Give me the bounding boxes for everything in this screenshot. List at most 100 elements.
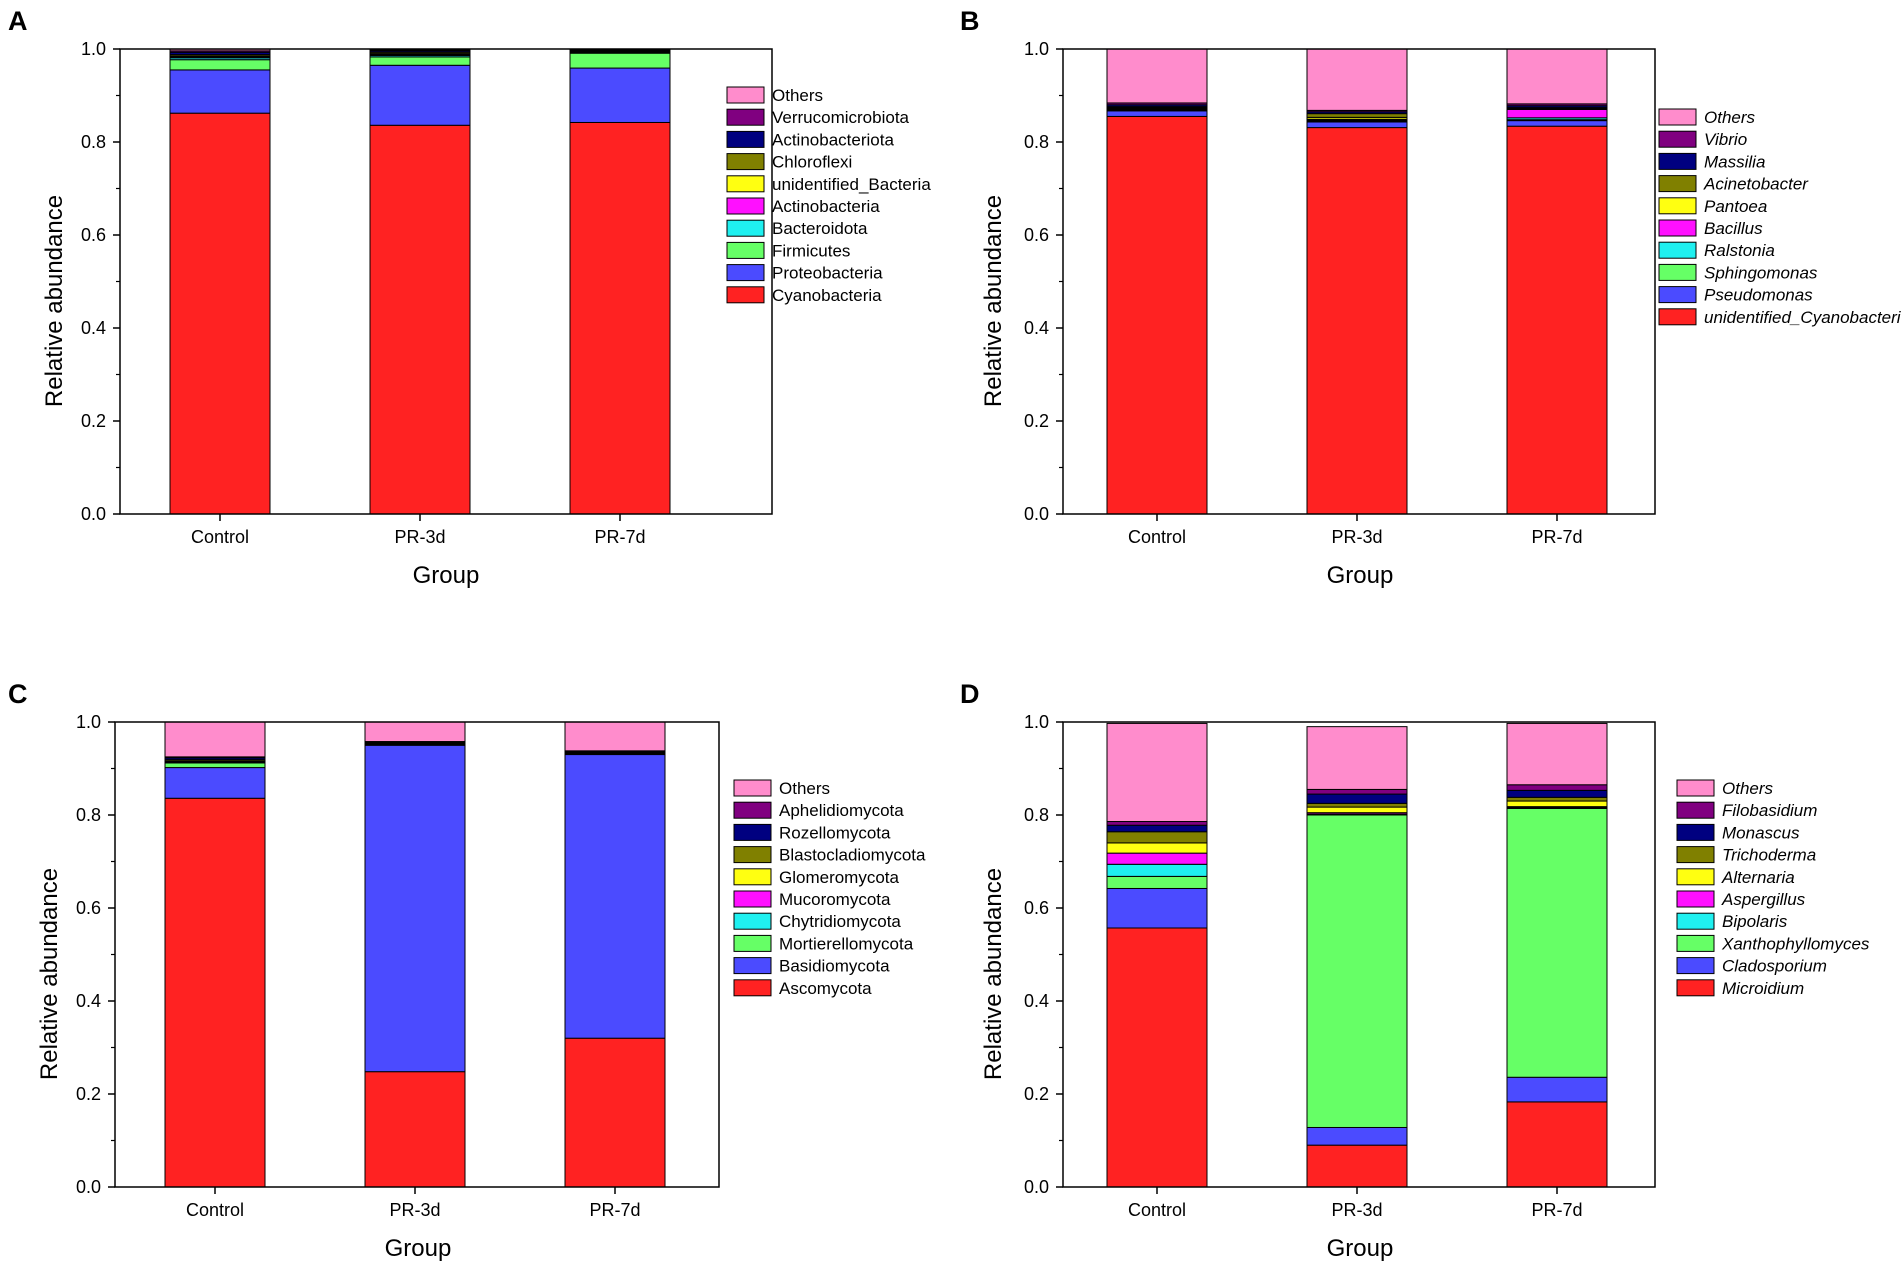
y-tick-label: 0.4: [81, 318, 106, 338]
legend-label: Others: [772, 86, 823, 105]
bar-segment-ascomycota: [365, 1072, 465, 1187]
legend-label: Others: [1704, 108, 1756, 127]
legend-swatch: [1659, 242, 1696, 258]
y-tick-label: 0.8: [1024, 132, 1049, 152]
legend: OthersFilobasidiumMonascusTrichodermaAlt…: [1677, 779, 1870, 998]
legend-label: Blastocladiomycota: [779, 846, 926, 865]
bar-segment-trichoderma: [1507, 797, 1607, 801]
legend-label: Trichoderma: [1722, 846, 1816, 865]
bar-segment-filobasidium: [1107, 822, 1207, 826]
bar-segment-filobasidium: [1307, 789, 1407, 794]
legend-label: Cyanobacteria: [772, 286, 882, 305]
legend: OthersAphelidiomycotaRozellomycotaBlasto…: [734, 779, 926, 998]
bar-segment-others: [1307, 49, 1407, 110]
x-tick-label: PR-3d: [1331, 1200, 1382, 1220]
x-tick-label: PR-7d: [594, 527, 645, 547]
bar-segment-basidiomycota: [165, 768, 265, 799]
legend-label: unidentified_Cyanobacteria: [1704, 308, 1901, 327]
bar-segment-unidentified-cyanobacteria: [1307, 128, 1407, 514]
x-tick-label: PR-3d: [389, 1200, 440, 1220]
x-tick-label: PR-3d: [394, 527, 445, 547]
y-tick-label: 1.0: [81, 39, 106, 59]
legend-label: Bacillus: [1704, 219, 1763, 238]
x-tick-label: PR-3d: [1331, 527, 1382, 547]
bar-segment-basidiomycota: [365, 745, 465, 1071]
legend-swatch: [734, 891, 771, 907]
y-tick-label: 0.8: [76, 805, 101, 825]
legend-swatch: [1677, 958, 1714, 974]
bar-segment-cyanobacteria: [370, 125, 470, 514]
legend-swatch: [1677, 824, 1714, 840]
legend-swatch: [727, 176, 764, 192]
x-tick-label: PR-7d: [1531, 527, 1582, 547]
y-tick-label: 0.2: [76, 1084, 101, 1104]
bar-segment-ascomycota: [165, 798, 265, 1187]
panel-label: C: [8, 679, 28, 709]
y-axis-title: Relative abundance: [980, 868, 1007, 1080]
legend-swatch: [1677, 802, 1714, 818]
bar-segment-ascomycota: [565, 1038, 665, 1187]
legend-label: Basidiomycota: [779, 957, 890, 976]
legend-label: Proteobacteria: [772, 264, 883, 283]
legend-label: Glomeromycota: [779, 868, 900, 887]
bar-segment-alternaria: [1107, 843, 1207, 853]
legend-label: Pantoea: [1704, 197, 1767, 216]
legend-swatch: [1659, 309, 1696, 325]
bar-segment-alternaria: [1307, 807, 1407, 813]
legend-swatch: [734, 958, 771, 974]
bar-segment-cladosporium: [1307, 1127, 1407, 1145]
legend-label: Actinobacteriota: [772, 130, 894, 149]
bar-segment-monascus: [1307, 794, 1407, 803]
legend-swatch: [734, 869, 771, 885]
legend-label: Mucoromycota: [779, 890, 891, 909]
legend-label: Filobasidium: [1722, 801, 1817, 820]
y-tick-label: 0.6: [1024, 898, 1049, 918]
legend: OthersVibrioMassiliaAcinetobacterPantoea…: [1659, 108, 1901, 327]
bar-segment-xanthophyllomyces: [1307, 815, 1407, 1127]
legend-label: Aphelidiomycota: [779, 801, 904, 820]
legend-swatch: [1677, 891, 1714, 907]
legend-swatch: [1659, 176, 1696, 192]
legend-swatch: [1659, 153, 1696, 169]
legend-swatch: [1659, 287, 1696, 303]
legend-label: Alternaria: [1721, 868, 1795, 887]
x-axis-title: Group: [1327, 1235, 1394, 1262]
bar-segment-others: [1107, 723, 1207, 821]
y-tick-label: 0.4: [1024, 318, 1049, 338]
legend-swatch: [734, 935, 771, 951]
bar-segment-others: [1307, 727, 1407, 790]
legend-swatch: [727, 265, 764, 281]
bar-segment-acinetobacter: [1307, 114, 1407, 118]
bar-segment-firmicutes: [570, 53, 670, 68]
bar-segment-others: [1507, 49, 1607, 104]
legend-label: Sphingomonas: [1704, 263, 1818, 282]
bar-segment-firmicutes: [370, 57, 470, 65]
legend-swatch: [1677, 980, 1714, 996]
x-tick-label: PR-7d: [1531, 1200, 1582, 1220]
y-tick-label: 0.4: [1024, 991, 1049, 1011]
legend-label: Vibrio: [1704, 130, 1747, 149]
bar-segment-mortierellomycota: [165, 763, 265, 768]
legend-label: Microidium: [1722, 979, 1804, 998]
y-tick-label: 0.2: [81, 411, 106, 431]
legend-label: Ascomycota: [779, 979, 872, 998]
panel-label: D: [960, 679, 980, 709]
bar-segment-microidium: [1307, 1145, 1407, 1187]
y-tick-label: 0.0: [1024, 504, 1049, 524]
bar-segment-monascus: [1107, 825, 1207, 832]
bar-segment-others: [365, 722, 465, 742]
y-tick-label: 0.8: [81, 132, 106, 152]
panel-label: A: [8, 6, 28, 36]
x-axis-title: Group: [385, 1235, 452, 1262]
x-tick-label: PR-7d: [589, 1200, 640, 1220]
legend-swatch: [727, 154, 764, 170]
legend-label: unidentified_Bacteria: [772, 175, 931, 194]
x-tick-label: Control: [1128, 1200, 1186, 1220]
legend-label: Cladosporium: [1722, 957, 1827, 976]
legend-swatch: [727, 131, 764, 147]
